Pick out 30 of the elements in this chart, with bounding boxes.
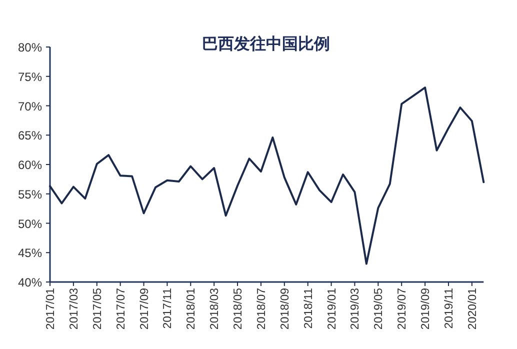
x-tick-label: 2017/05	[92, 288, 104, 330]
x-tick-label: 2019/01	[326, 288, 338, 330]
y-tick-label: 55%	[18, 187, 42, 202]
x-tick-label: 2019/03	[350, 288, 362, 330]
y-tick-label: 50%	[18, 216, 42, 231]
line-series	[49, 86, 485, 265]
x-tick-label: 2019/05	[373, 288, 386, 330]
x-tick-label: 2018/07	[256, 288, 268, 330]
x-tick-label: 2017/01	[45, 288, 57, 330]
x-tick-label: 2018/05	[232, 288, 245, 330]
x-tick-label: 2019/09	[420, 288, 432, 330]
x-tick-label: 2018/01	[186, 288, 198, 330]
x-tick-label: 2017/11	[162, 288, 174, 329]
y-tick-label: 75%	[18, 70, 42, 84]
y-tick-label: 60%	[18, 158, 42, 172]
x-tick-label: 2017/03	[68, 288, 80, 330]
x-tick-label: 2020/01	[466, 288, 479, 330]
y-tick-label: 70%	[18, 99, 42, 114]
y-tick-label: 40%	[18, 276, 42, 290]
x-tick-label: 2019/11	[443, 288, 456, 329]
x-tick-label: 2018/11	[302, 288, 315, 329]
y-tick-label: 45%	[18, 246, 42, 260]
x-tick-label: 2017/09	[138, 288, 151, 330]
x-tick-label: 2018/03	[209, 288, 222, 330]
x-tick-label: 2018/09	[279, 288, 292, 330]
x-tick-label: 2019/07	[396, 288, 409, 330]
x-tick-label: 2017/07	[115, 288, 128, 330]
chart-title: 巴西发往中国比例	[202, 35, 330, 53]
y-tick-label: 65%	[18, 128, 42, 143]
y-tick-label: 80%	[18, 40, 42, 54]
